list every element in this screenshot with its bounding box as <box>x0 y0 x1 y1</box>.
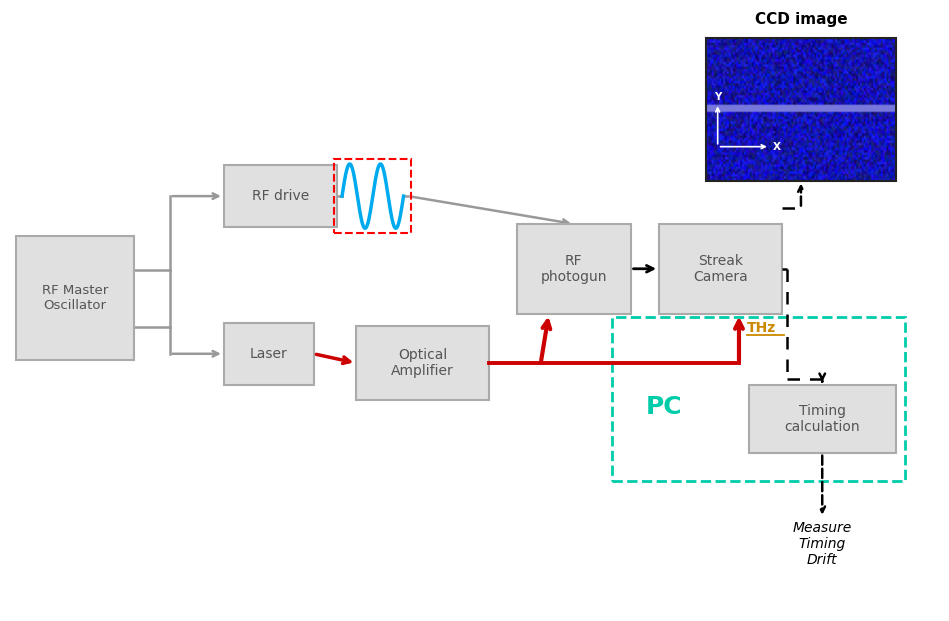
FancyBboxPatch shape <box>356 326 489 400</box>
FancyBboxPatch shape <box>15 237 134 360</box>
Text: X: X <box>772 142 781 152</box>
Text: Laser: Laser <box>250 347 288 361</box>
Text: RF drive: RF drive <box>251 189 309 203</box>
Text: Optical
Amplifier: Optical Amplifier <box>391 348 454 378</box>
FancyBboxPatch shape <box>224 323 313 384</box>
Text: RF Master
Oscillator: RF Master Oscillator <box>42 284 108 312</box>
Text: Streak
Camera: Streak Camera <box>693 253 748 284</box>
FancyBboxPatch shape <box>659 224 782 314</box>
Text: Measure
Timing
Drift: Measure Timing Drift <box>792 520 852 567</box>
Text: Y: Y <box>714 93 721 102</box>
Bar <box>706 39 896 181</box>
Text: RF
photogun: RF photogun <box>541 253 607 284</box>
FancyBboxPatch shape <box>749 384 896 453</box>
FancyBboxPatch shape <box>517 224 631 314</box>
Text: THz: THz <box>747 321 775 335</box>
Text: CCD image: CCD image <box>754 12 847 27</box>
Bar <box>334 159 411 233</box>
Text: PC: PC <box>645 395 682 419</box>
FancyBboxPatch shape <box>224 165 337 227</box>
Text: Timing
calculation: Timing calculation <box>785 404 860 434</box>
Bar <box>612 317 905 481</box>
